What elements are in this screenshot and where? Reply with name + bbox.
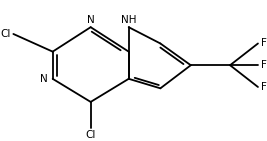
Text: F: F: [261, 60, 267, 70]
Text: F: F: [261, 38, 267, 49]
Text: Cl: Cl: [1, 29, 11, 39]
Text: N: N: [87, 15, 95, 25]
Text: F: F: [261, 82, 267, 92]
Text: Cl: Cl: [85, 130, 96, 140]
Text: NH: NH: [121, 15, 136, 25]
Text: N: N: [40, 74, 48, 84]
